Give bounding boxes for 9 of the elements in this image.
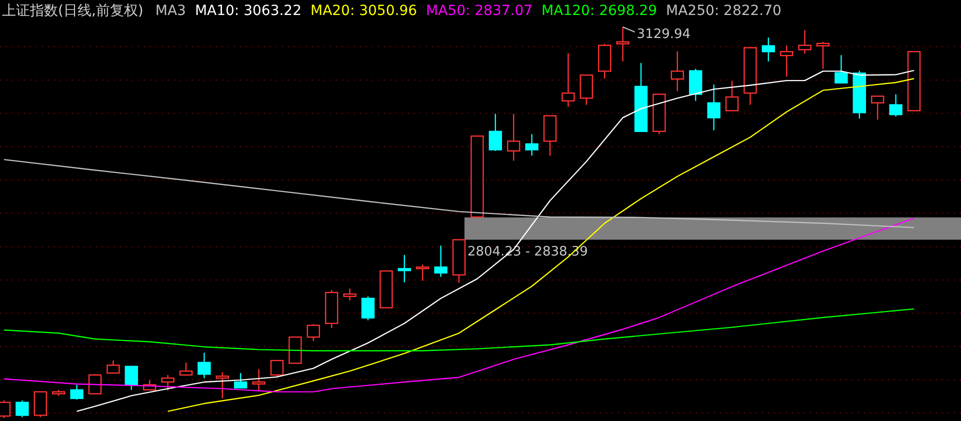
text: MA50: 2837.07 (426, 3, 533, 19)
annotation: 3129.94 (636, 27, 691, 42)
text: MA250: 2822.70 (666, 3, 782, 19)
chart-title: 上证指数(日线,前复权) (2, 3, 144, 19)
text: MA20: 3050.96 (310, 3, 418, 19)
text: MA3 (155, 3, 186, 19)
text: MA120: 2698.29 (542, 3, 657, 19)
text: MA10: 3063.22 (194, 3, 302, 19)
annotation: 3129.94 (622, 26, 691, 42)
